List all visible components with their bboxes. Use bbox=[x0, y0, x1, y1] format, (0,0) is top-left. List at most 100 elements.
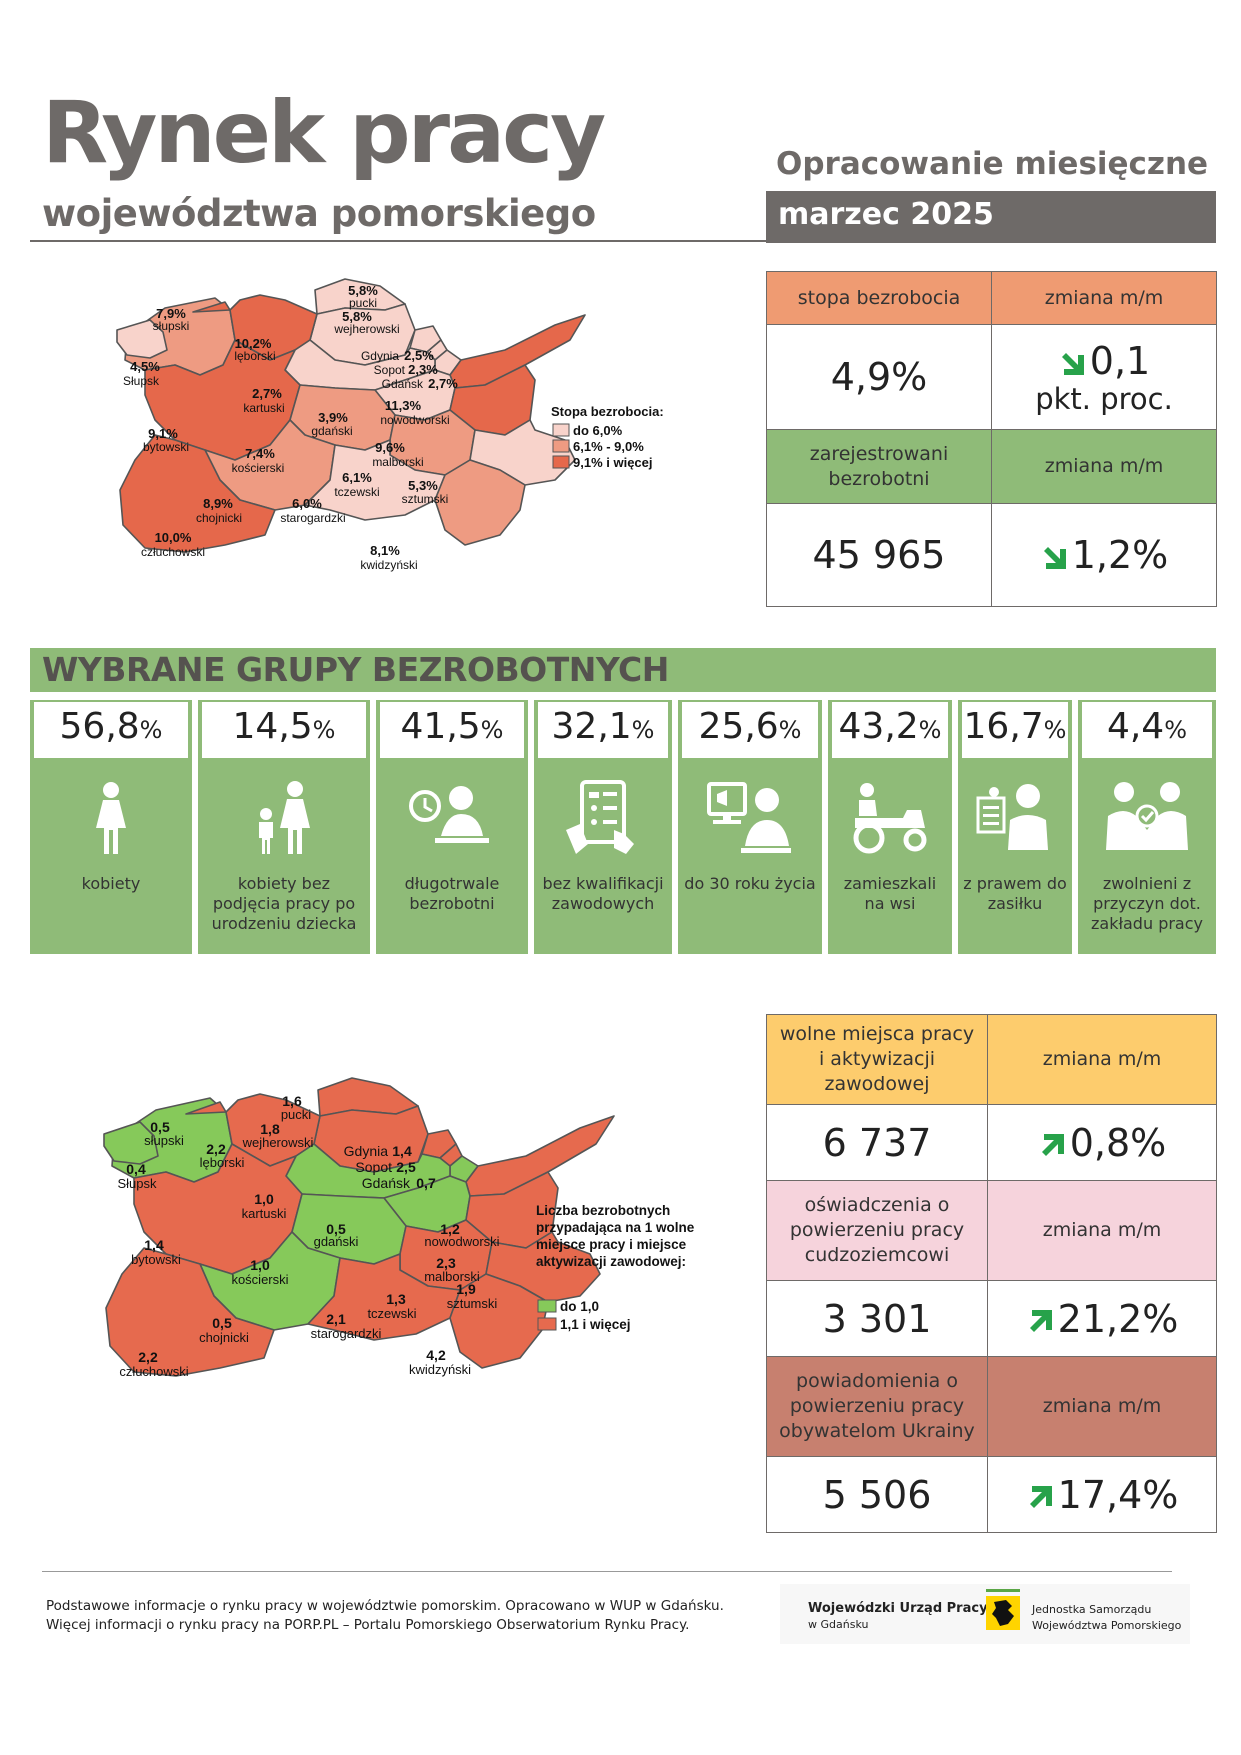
arrow-up-right-icon bbox=[1029, 1310, 1052, 1332]
group-value: 25,6% bbox=[678, 706, 822, 747]
arrow-down-right-icon bbox=[1043, 546, 1066, 569]
registered-value: 45 965 bbox=[766, 503, 992, 607]
map2-label-kartuski: kartuski bbox=[242, 1206, 287, 1221]
arrow-down-right-icon bbox=[1061, 352, 1084, 375]
declarations-label: oświadczenia o powierzeniu pracy cudzozi… bbox=[766, 1180, 988, 1281]
map1-label-koscierski: kościerski bbox=[232, 461, 285, 475]
map1-legend-2: 9,1% i więcej bbox=[573, 455, 653, 470]
map2-label-sopot: Sopot bbox=[355, 1159, 392, 1175]
map1-label-malborski: malborski bbox=[372, 455, 423, 469]
group-label: długotrwale bezrobotni bbox=[404, 874, 500, 913]
group-card-benefit: 16,7% z prawem do zasiłku bbox=[958, 700, 1072, 954]
map2-region-sztumski bbox=[485, 1231, 601, 1303]
vacancies-change-cell: 0,8% bbox=[987, 1104, 1217, 1181]
group-value-unit: % bbox=[1164, 716, 1188, 744]
map2-value-slupsk: 0,4 bbox=[126, 1161, 146, 1177]
map2-value-slupski: 0,5 bbox=[150, 1119, 170, 1135]
group-card-header bbox=[32, 700, 190, 760]
registered-change-cell: 1,2% bbox=[991, 503, 1217, 607]
map1-value-czluchowski: 10,0% bbox=[155, 530, 192, 545]
map2-label-gdynia: Gdynia bbox=[344, 1143, 389, 1159]
map2-label-gdanski: gdański bbox=[314, 1234, 359, 1249]
group-card-header bbox=[830, 700, 950, 760]
map1-label-sztumski: sztumski bbox=[402, 492, 449, 506]
map2-value-koscierski: 1,0 bbox=[250, 1257, 270, 1273]
clock-person-icon bbox=[409, 786, 489, 843]
group-value-number: 16,7 bbox=[963, 706, 1044, 747]
map2-value-malborski: 2,3 bbox=[436, 1255, 456, 1271]
declarations-value: 3 301 bbox=[766, 1280, 988, 1357]
benefit-document-icon bbox=[976, 784, 1048, 850]
map2-label-nowodworski: nowodworski bbox=[424, 1234, 499, 1249]
footer-divider bbox=[42, 1571, 1172, 1572]
map2-region-kwidzynski bbox=[449, 1273, 549, 1369]
group-value: 14,5% bbox=[198, 706, 370, 747]
map1-value-leborski: 10,2% bbox=[235, 336, 272, 351]
map2-label-czluchowski: człuchowski bbox=[119, 1364, 188, 1379]
rate-value: 4,9% bbox=[766, 324, 992, 430]
rate-change-value: 0,1 bbox=[1089, 339, 1151, 383]
group-card-under-30: 25,6% do 30 roku życia bbox=[678, 700, 822, 954]
unemployment-table: stopa bezrobocia zmiana m/m 4,9% 0,1 pkt… bbox=[766, 271, 1217, 607]
registered-change-value: 1,2% bbox=[1071, 533, 1169, 577]
map1-legend-title: Stopa bezrobocia: bbox=[551, 404, 664, 419]
map1-label-leborski: lęborski bbox=[234, 349, 275, 363]
arrow-up-right-icon bbox=[1041, 1134, 1064, 1156]
wup-logo-name: Wojewódzki Urząd Pracy bbox=[808, 1601, 988, 1616]
group-card-women: 56,8% kobiety bbox=[30, 700, 192, 954]
map2-label-bytowski: bytowski bbox=[131, 1252, 181, 1267]
page-title: Rynek pracy bbox=[42, 83, 606, 183]
map1-value-kwidzynski: 8,1% bbox=[370, 543, 400, 558]
group-card-no-qualifications: 32,1% bez kwalifikacji zawodowych bbox=[534, 700, 672, 954]
unemployed-per-vacancy-map: 1,6 pucki 0,5 słupski 1,8 wejherowski 2,… bbox=[103, 1077, 694, 1379]
map2-value-sopot: 2,5 bbox=[396, 1159, 416, 1175]
map1-label-slupski: słupski bbox=[153, 319, 190, 333]
map2-value-gdansk: 0,7 bbox=[416, 1175, 436, 1191]
ukraine-label: powiadomienia o powierzeniu pracy obywat… bbox=[766, 1356, 988, 1457]
rate-change-unit: pkt. proc. bbox=[1035, 382, 1173, 416]
group-card-header bbox=[536, 700, 670, 760]
group-card-rural: 43,2% zamieszkali na wsi bbox=[828, 700, 952, 954]
map2-value-leborski: 2,2 bbox=[206, 1141, 226, 1157]
map2-value-czluchowski: 2,2 bbox=[138, 1349, 158, 1365]
map2-legend-swatch-1 bbox=[537, 1317, 557, 1331]
map1-value-malborski: 9,6% bbox=[375, 440, 405, 455]
map1-value-sopot: 2,3% bbox=[408, 362, 438, 377]
group-card-long-term: 41,5% długotrwale bezrobotni bbox=[376, 700, 528, 954]
group-card-header bbox=[378, 700, 526, 760]
vacancies-change-label: zmiana m/m bbox=[987, 1014, 1217, 1105]
group-label: kobiety bez podjęcia pracy po urodzeniu … bbox=[211, 874, 357, 933]
wup-logo-city: w Gdańsku bbox=[808, 1618, 869, 1631]
vacancies-value: 6 737 bbox=[766, 1104, 988, 1181]
group-value-number: 32,1 bbox=[551, 706, 632, 747]
ukraine-change-value: 17,4% bbox=[1057, 1472, 1179, 1517]
period-type: Opracowanie miesięczne bbox=[776, 146, 1209, 182]
map1-value-gdansk: 2,7% bbox=[428, 376, 458, 391]
group-value-number: 43,2 bbox=[838, 706, 919, 747]
group-card-header bbox=[960, 700, 1070, 760]
map2-legend-1: 1,1 i więcej bbox=[560, 1317, 631, 1332]
rate-change-cell: 0,1 pkt. proc. bbox=[991, 324, 1217, 430]
group-value: 56,8% bbox=[30, 706, 192, 747]
page-subtitle: województwa pomorskiego bbox=[42, 192, 596, 235]
map2-label-gdansk: Gdańsk bbox=[362, 1175, 411, 1191]
rate-change-label: zmiana m/m bbox=[991, 271, 1217, 325]
map1-value-nowodworski: 11,3% bbox=[385, 398, 422, 413]
group-label: z prawem do zasiłku bbox=[963, 874, 1067, 913]
group-value: 16,7% bbox=[958, 706, 1072, 747]
map1-value-koscierski: 7,4% bbox=[245, 446, 275, 461]
map1-value-kartuski: 2,7% bbox=[252, 386, 282, 401]
offers-table: wolne miejsca pracy i aktywizacji zawodo… bbox=[766, 1014, 1217, 1533]
map2-region-pucki bbox=[317, 1077, 419, 1117]
map1-value-sztumski: 5,3% bbox=[408, 478, 438, 493]
young-person-computer-icon bbox=[707, 782, 791, 853]
map1-value-pucki: 5,8% bbox=[348, 283, 378, 298]
group-value-number: 41,5 bbox=[400, 706, 481, 747]
group-value-unit: % bbox=[1043, 716, 1067, 744]
map1-label-pucki: pucki bbox=[349, 296, 377, 310]
map1-value-tczewski: 6,1% bbox=[342, 470, 372, 485]
map1-value-chojnicki: 8,9% bbox=[203, 496, 233, 511]
period-bar bbox=[766, 191, 1216, 243]
group-label: zwolnieni z przyczyn dot. zakładu pracy bbox=[1090, 874, 1203, 933]
map1-value-bytowski: 9,1% bbox=[148, 426, 178, 441]
